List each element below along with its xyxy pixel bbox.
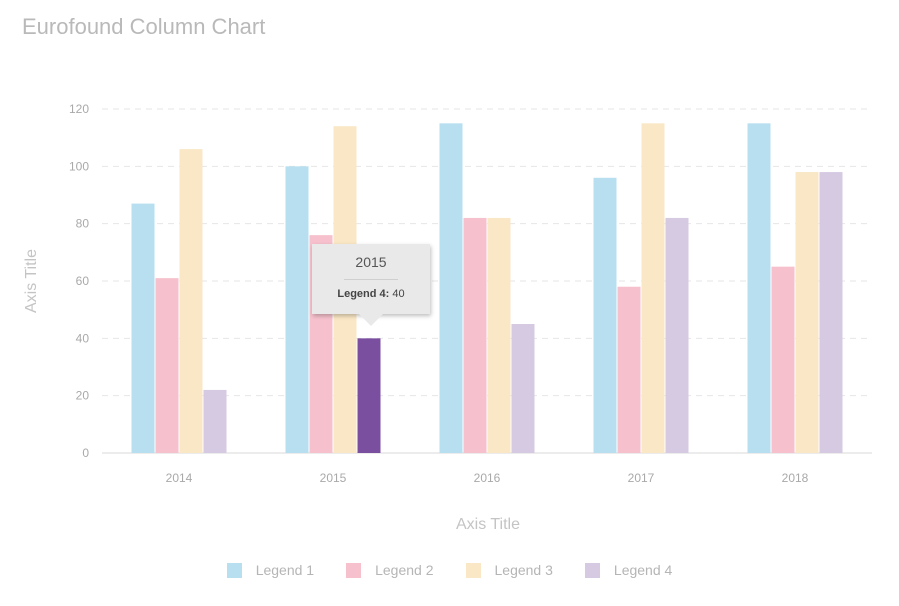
bar-2018-legend-3[interactable]	[795, 172, 819, 454]
bar-2014-legend-1[interactable]	[131, 203, 155, 453]
bar-2017-legend-3[interactable]	[641, 123, 665, 453]
x-tick-label: 2017	[628, 471, 655, 485]
tooltip-separator	[344, 279, 398, 280]
bar-2017-legend-4[interactable]	[665, 217, 689, 453]
legend-label: Legend 3	[494, 562, 553, 578]
y-tick-label: 80	[76, 217, 90, 231]
x-tick-labels: 2014 2015 2016 2017 2018	[166, 471, 809, 485]
bar-2016-legend-4[interactable]	[511, 324, 535, 453]
bar-2014-legend-4[interactable]	[203, 389, 227, 453]
tooltip-value: 40	[392, 288, 405, 300]
legend: Legend 1 Legend 2 Legend 3 Legend 4	[0, 562, 899, 578]
bar-2018-legend-1[interactable]	[747, 123, 771, 453]
legend-swatch	[465, 562, 481, 578]
bars	[131, 123, 843, 454]
legend-swatch	[346, 562, 362, 578]
legend-swatch	[584, 562, 600, 578]
bar-2014-legend-2[interactable]	[155, 278, 179, 453]
y-tick-labels: 0 20 40 60 80 100 120	[69, 102, 89, 460]
tooltip-header: 2015	[355, 254, 387, 270]
y-tick-label: 40	[76, 331, 90, 345]
y-axis-title: Axis Title	[23, 249, 40, 313]
y-tick-label: 60	[76, 274, 90, 288]
y-tick-label: 100	[69, 159, 89, 173]
y-tick-label: 0	[82, 446, 89, 460]
x-tick-label: 2018	[782, 471, 809, 485]
legend-swatch	[226, 562, 242, 578]
tooltip-body: Legend 4: 40	[312, 288, 430, 300]
bar-2017-legend-2[interactable]	[617, 286, 641, 453]
tooltip-series-label: Legend 4:	[337, 288, 390, 300]
legend-label: Legend 1	[255, 562, 315, 578]
legend-label: Legend 4	[613, 562, 673, 578]
bar-2015-legend-4[interactable]	[357, 338, 381, 453]
bar-2018-legend-2[interactable]	[771, 266, 795, 453]
tooltip: 2015 Legend 4: 40	[312, 244, 430, 326]
x-tick-label: 2015	[320, 471, 347, 485]
bar-2017-legend-1[interactable]	[593, 177, 617, 454]
grid-lines	[102, 108, 872, 454]
x-tick-label: 2014	[166, 471, 193, 485]
bar-2015-legend-1[interactable]	[285, 166, 309, 454]
x-tick-label: 2016	[474, 471, 501, 485]
y-tick-label: 20	[76, 389, 90, 403]
bar-2016-legend-2[interactable]	[463, 217, 487, 453]
bar-2016-legend-3[interactable]	[487, 217, 511, 453]
legend-item-4[interactable]: Legend 4	[584, 562, 673, 578]
legend-label: Legend 2	[375, 562, 434, 578]
x-axis-title: Axis Title	[456, 516, 520, 533]
bar-2016-legend-1[interactable]	[439, 123, 463, 453]
legend-item-1[interactable]: Legend 1	[226, 562, 315, 578]
bar-2014-legend-3[interactable]	[179, 149, 203, 453]
bar-2018-legend-4[interactable]	[819, 172, 843, 454]
y-tick-label: 120	[69, 102, 89, 116]
legend-item-2[interactable]: Legend 2	[346, 562, 434, 578]
chart-title: Eurofound Column Chart	[22, 14, 266, 39]
legend-item-3[interactable]: Legend 3	[465, 562, 553, 578]
